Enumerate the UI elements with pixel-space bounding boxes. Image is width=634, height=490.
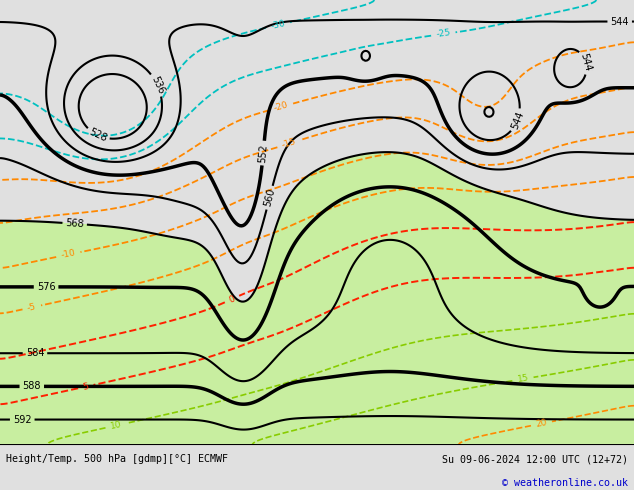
Text: -10: -10 [60,248,77,260]
Text: 0: 0 [228,294,236,304]
Text: 544: 544 [578,52,593,73]
Text: 588: 588 [23,381,41,392]
Text: 536: 536 [149,74,165,96]
Text: 544: 544 [611,17,629,26]
Text: 10: 10 [110,420,122,431]
Text: © weatheronline.co.uk: © weatheronline.co.uk [501,478,628,488]
Text: 552: 552 [257,143,269,163]
Text: -15: -15 [281,137,297,150]
Text: 15: 15 [517,374,529,385]
Text: 576: 576 [37,282,55,292]
Text: 592: 592 [13,415,32,424]
Text: Su 09-06-2024 12:00 UTC (12+72): Su 09-06-2024 12:00 UTC (12+72) [442,454,628,464]
Text: 5: 5 [82,382,89,392]
Text: 20: 20 [535,418,548,429]
Text: 528: 528 [87,127,108,144]
Text: -25: -25 [436,28,451,39]
Text: 544: 544 [509,110,526,131]
Text: 584: 584 [26,348,44,358]
Text: 568: 568 [65,218,84,229]
Text: -5: -5 [27,302,37,313]
Text: Height/Temp. 500 hPa [gdmp][°C] ECMWF: Height/Temp. 500 hPa [gdmp][°C] ECMWF [6,454,228,464]
Text: -30: -30 [270,19,287,31]
Text: -20: -20 [273,100,290,113]
Text: 560: 560 [262,188,277,208]
